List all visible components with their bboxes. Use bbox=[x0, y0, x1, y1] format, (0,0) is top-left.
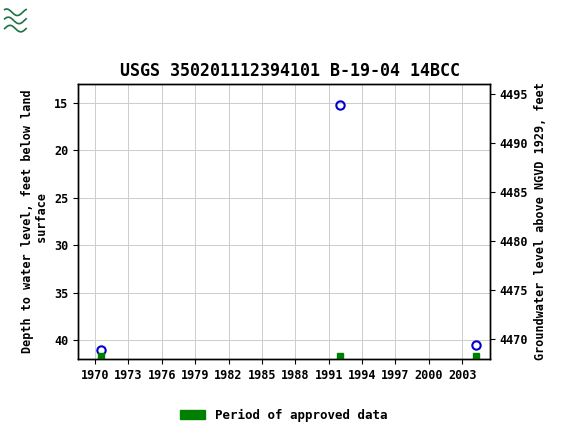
Legend: Period of approved data: Period of approved data bbox=[175, 404, 393, 427]
FancyBboxPatch shape bbox=[3, 3, 52, 37]
Text: USGS 350201112394101 B-19-04 14BCC: USGS 350201112394101 B-19-04 14BCC bbox=[120, 61, 460, 80]
Y-axis label: Groundwater level above NGVD 1929, feet: Groundwater level above NGVD 1929, feet bbox=[534, 83, 547, 360]
Y-axis label: Depth to water level, feet below land
 surface: Depth to water level, feet below land su… bbox=[21, 89, 49, 353]
Text: USGS: USGS bbox=[32, 10, 96, 31]
